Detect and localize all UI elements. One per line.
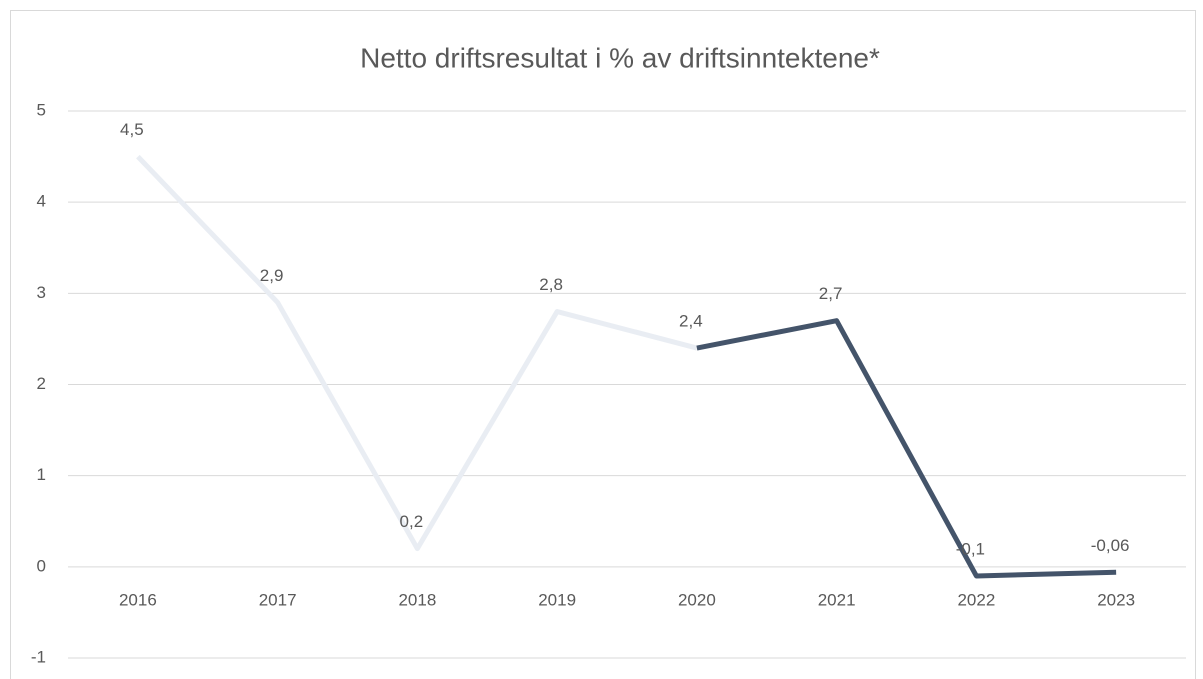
y-tick-label: 0 bbox=[37, 556, 46, 575]
line-series bbox=[136, 154, 698, 552]
x-tick-label: 2016 bbox=[119, 590, 157, 609]
chart-border bbox=[10, 10, 1196, 679]
x-tick-label: 2020 bbox=[678, 590, 716, 609]
y-tick-label: 4 bbox=[37, 192, 46, 211]
y-tick-label: 3 bbox=[37, 283, 46, 302]
data-label: -0,1 bbox=[956, 539, 985, 558]
x-tick-label: 2023 bbox=[1097, 590, 1135, 609]
line-series bbox=[696, 318, 1117, 579]
x-tick-label: 2021 bbox=[818, 590, 856, 609]
data-label: 4,5 bbox=[120, 120, 144, 139]
y-tick-label: 2 bbox=[37, 374, 46, 393]
data-label: 0,2 bbox=[400, 512, 424, 531]
x-tick-label: 2019 bbox=[538, 590, 576, 609]
y-tick-label: 1 bbox=[37, 465, 46, 484]
data-label: 2,7 bbox=[819, 284, 843, 303]
chart-title: Netto driftsresultat i % av driftsinntek… bbox=[360, 42, 880, 73]
x-tick-label: 2018 bbox=[398, 590, 436, 609]
y-tick-label: -1 bbox=[31, 647, 46, 666]
y-tick-label: 5 bbox=[37, 100, 46, 119]
x-tick-label: 2022 bbox=[957, 590, 995, 609]
data-label: 2,9 bbox=[260, 266, 284, 285]
x-tick-label: 2017 bbox=[259, 590, 297, 609]
data-label: -0,06 bbox=[1091, 536, 1130, 555]
data-label: 2,8 bbox=[539, 275, 563, 294]
data-label: 2,4 bbox=[679, 312, 703, 331]
